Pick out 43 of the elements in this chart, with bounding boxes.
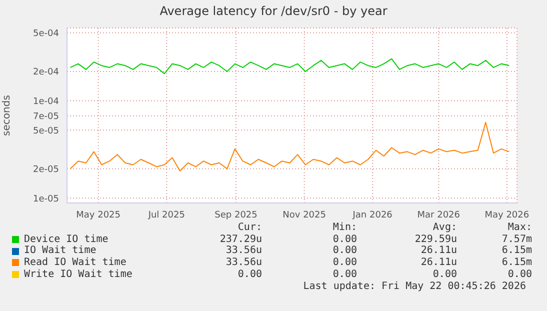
- y-tick-label: 1e-04: [33, 96, 60, 107]
- text: 6.15m: [500, 245, 532, 258]
- legend-label: Read IO Wait time: [24, 257, 126, 269]
- text: 26.11u: [420, 245, 457, 258]
- x-tick-label: May 2025: [76, 210, 121, 220]
- text: Cur:: [236, 222, 262, 234]
- text: 33.56u: [224, 257, 262, 269]
- x-tick-label: Sep 2025: [214, 210, 258, 220]
- legend-label: IO Wait time: [24, 245, 96, 257]
- y-tick-label: 5e-04: [33, 28, 60, 39]
- text: 0.00: [506, 268, 532, 281]
- legend-label: Write IO Wait time: [24, 268, 132, 281]
- line-series: [70, 58, 510, 74]
- text: 0.00: [332, 268, 357, 281]
- y-tick-label: 2e-05: [33, 164, 59, 175]
- x-tick-label: May 2026: [484, 210, 530, 220]
- text: Avg:: [432, 222, 457, 234]
- text: 33.56u: [224, 245, 262, 258]
- text: 7.57m: [500, 234, 532, 246]
- y-tick-label: 5e-05: [33, 126, 59, 136]
- text: 0.00: [236, 268, 262, 281]
- chart-title: Average latency for /dev/sr0 - by year: [158, 4, 388, 18]
- text: Min:: [332, 222, 357, 234]
- line-series: [70, 122, 510, 172]
- y-tick-label: 7e-05: [33, 112, 59, 122]
- text: Last update: Fri May 22 00:45:26 2026: [302, 280, 527, 293]
- x-tick-label: Mar 2026: [417, 210, 460, 220]
- x-tick-label: Nov 2025: [282, 210, 326, 220]
- text: 0.00: [332, 257, 357, 269]
- text: 0.00: [332, 245, 357, 258]
- y-tick-label: 2e-04: [33, 68, 60, 78]
- text: 0.00: [432, 268, 457, 281]
- y-axis-title: seconds: [2, 95, 13, 136]
- y-tick-label: 1e-05: [33, 194, 59, 204]
- text: 6.15m: [500, 257, 532, 269]
- legend-label: Device IO time: [24, 234, 108, 245]
- x-tick-label: Jul 2025: [147, 210, 185, 220]
- text: 229.59u: [414, 234, 457, 246]
- text: 0.00: [332, 234, 357, 246]
- text: 237.29u: [218, 234, 262, 246]
- x-tick-label: Jan 2026: [352, 210, 393, 220]
- text: Max:: [506, 222, 532, 234]
- text: 26.11u: [420, 257, 457, 269]
